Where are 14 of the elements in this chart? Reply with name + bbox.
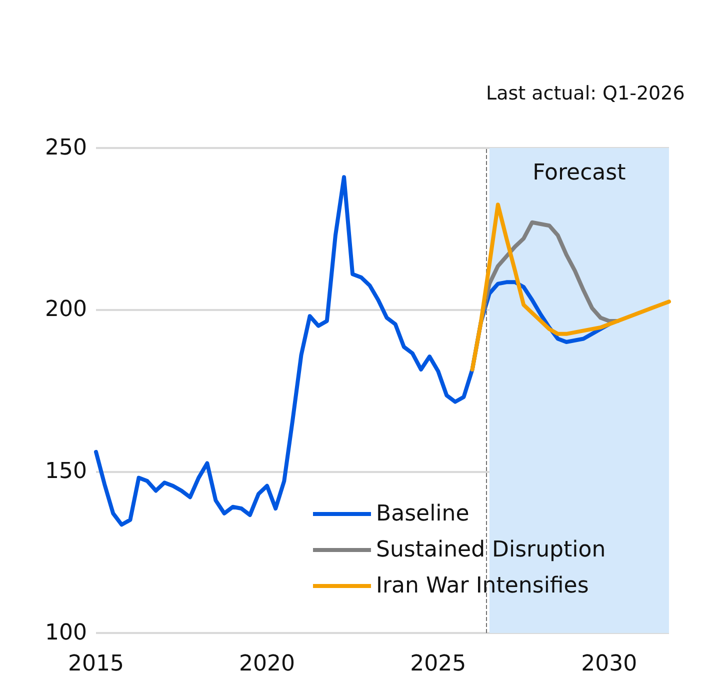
x-tick-label: 2015 [68, 652, 124, 676]
x-tick-label: 2020 [239, 652, 296, 676]
y-tick-label: 100 [45, 620, 87, 646]
y-tick-label: 250 [45, 136, 87, 160]
x-tick-label: 2030 [581, 652, 638, 676]
band-label: Forecast [532, 160, 626, 186]
y-tick-label: 150 [45, 458, 87, 484]
legend-label: Sustained Disruption [376, 538, 606, 562]
ref-line-label: Last actual: Q1-2026 [486, 82, 685, 104]
x-tick-label: 2025 [410, 652, 466, 676]
legend-label: Iran War Intensifies [376, 574, 589, 598]
y-tick-label: 200 [45, 297, 87, 322]
legend-label: Baseline [376, 502, 470, 526]
line-series [470, 202, 671, 372]
